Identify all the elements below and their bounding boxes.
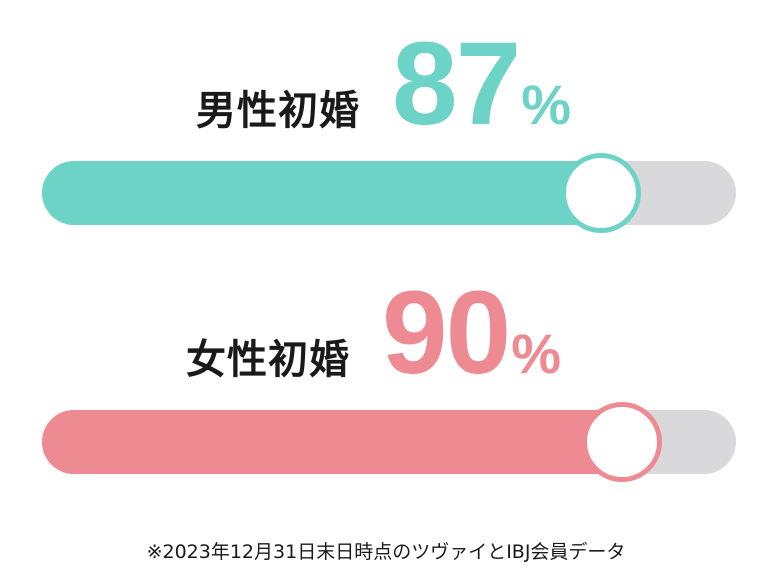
category-label-men: 男性初婚: [196, 88, 360, 134]
value-number-women: 90: [382, 267, 511, 399]
progress-fill-men: [42, 161, 611, 225]
value-unit-men: %: [521, 73, 572, 136]
progress-track-women: [42, 402, 736, 482]
value-label-women: 90%: [382, 265, 561, 401]
footnote: ※2023年12月31日末日時点のツヴァイとIBJ会員データ: [146, 541, 626, 563]
category-label-women: 女性初婚: [186, 337, 350, 383]
progress-knob-women: [582, 402, 662, 482]
progress-knob-men: [561, 153, 641, 233]
progress-track-men: [42, 153, 736, 233]
value-label-men: 87%: [392, 16, 571, 152]
value-unit-women: %: [511, 322, 562, 385]
progress-fill-women: [42, 410, 632, 474]
value-number-men: 87: [392, 18, 521, 150]
